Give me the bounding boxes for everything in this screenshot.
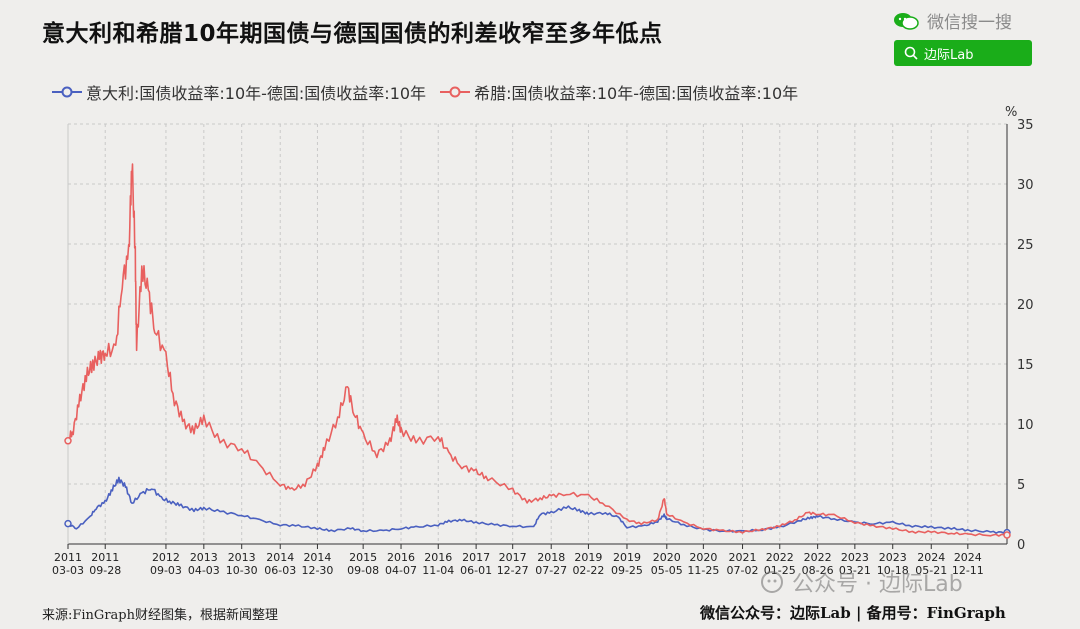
- series-marker: [1003, 531, 1011, 539]
- y-tick-label: 5: [1017, 478, 1025, 493]
- search-label: 边际Lab: [924, 47, 974, 63]
- x-tick-date: 11-04: [422, 564, 454, 577]
- x-tick-year: 2018: [537, 551, 565, 564]
- x-tick-year: 2011: [54, 551, 82, 564]
- wechat-search-label: 微信搜一搜: [893, 8, 1012, 33]
- x-tick-year: 2021: [729, 551, 757, 564]
- x-tick-year: 2017: [499, 551, 527, 564]
- x-tick-date: 02-22: [572, 564, 604, 577]
- x-tick-date: 03-21: [839, 564, 871, 577]
- search-icon: [904, 46, 918, 60]
- x-tick-year: 2023: [841, 551, 869, 564]
- legend-label-italy: 意大利:国债收益率:10年-德国:国债收益率:10年: [86, 84, 427, 103]
- watermark-text: 公众号 · 边际Lab: [792, 572, 963, 597]
- y-tick-label: 15: [1017, 358, 1034, 373]
- x-tick-date: 10-18: [877, 564, 909, 577]
- x-tick-year: 2014: [266, 551, 294, 564]
- wechat-icon: [894, 12, 919, 30]
- x-tick-year: 2019: [574, 551, 602, 564]
- x-tick-year: 2011: [91, 551, 119, 564]
- series-line-italy: [67, 476, 1008, 535]
- x-tick-date: 05-21: [915, 564, 947, 577]
- x-tick-year: 2016: [424, 551, 452, 564]
- legend-swatch-italy: [52, 86, 82, 98]
- x-tick-date: 12-11: [952, 564, 984, 577]
- x-tick-date: 04-07: [385, 564, 417, 577]
- wechat-official-icon: [761, 571, 783, 593]
- x-tick-year: 2020: [689, 551, 717, 564]
- x-tick-date: 04-03: [188, 564, 220, 577]
- series-line-greece: [67, 163, 1008, 537]
- x-tick-date: 05-05: [651, 564, 683, 577]
- x-tick-year: 2022: [804, 551, 832, 564]
- x-tick-date: 09-03: [150, 564, 182, 577]
- x-tick-date: 12-27: [497, 564, 529, 577]
- source-note: 来源:FinGraph财经图集，根据新闻整理: [42, 608, 278, 623]
- y-tick-label: 30: [1017, 178, 1034, 193]
- y-tick-label: 20: [1017, 298, 1034, 313]
- legend-item-italy: 意大利:国债收益率:10年-德国:国债收益率:10年: [52, 80, 426, 104]
- x-tick-year: 2020: [653, 551, 681, 564]
- series-marker: [64, 519, 72, 528]
- search-button[interactable]: 边际Lab: [894, 40, 1032, 66]
- y-tick-label: 0: [1017, 538, 1025, 553]
- x-tick-year: 2016: [387, 551, 415, 564]
- x-tick-date: 06-03: [264, 564, 296, 577]
- wechat-search-text: 微信搜一搜: [927, 13, 1012, 33]
- x-tick-date: 09-08: [347, 564, 379, 577]
- y-axis-unit: %: [1005, 105, 1017, 120]
- x-tick-date: 01-25: [764, 564, 796, 577]
- x-tick-date: 08-26: [802, 564, 834, 577]
- x-tick-year: 2014: [303, 551, 331, 564]
- x-tick-year: 2017: [462, 551, 490, 564]
- x-tick-year: 2024: [917, 551, 945, 564]
- x-tick-year: 2019: [613, 551, 641, 564]
- x-tick-date: 09-25: [611, 564, 643, 577]
- x-tick-year: 2022: [766, 551, 794, 564]
- x-tick-year: 2013: [190, 551, 218, 564]
- x-tick-date: 09-28: [89, 564, 121, 577]
- y-tick-label: 25: [1017, 238, 1034, 253]
- footer-account: 微信公众号：边际Lab | 备用号：FinGraph: [700, 604, 1006, 622]
- x-tick-date: 06-01: [460, 564, 492, 577]
- x-tick-year: 2013: [228, 551, 256, 564]
- x-tick-date: 07-02: [727, 564, 759, 577]
- legend-swatch-greece: [440, 86, 471, 98]
- x-tick-date: 11-25: [687, 564, 719, 577]
- chart-legend: 意大利:国债收益率:10年-德国:国债收益率:10年 希腊:国债收益率:10年-…: [52, 80, 798, 104]
- legend-label-greece: 希腊:国债收益率:10年-德国:国债收益率:10年: [474, 84, 799, 103]
- x-tick-date: 03-03: [52, 564, 84, 577]
- y-tick-label: 35: [1017, 118, 1034, 133]
- page-title: 意大利和希腊10年期国债与德国国债的利差收窄至多年低点: [42, 21, 663, 47]
- series-marker: [64, 437, 72, 445]
- x-tick-date: 12-30: [301, 564, 333, 577]
- watermark: 公众号 · 边际Lab: [760, 566, 963, 598]
- x-tick-year: 2015: [349, 551, 377, 564]
- x-tick-date: 07-27: [535, 564, 567, 577]
- legend-item-greece: 希腊:国债收益率:10年-德国:国债收益率:10年: [440, 80, 798, 104]
- x-tick-year: 2012: [152, 551, 180, 564]
- x-tick-year: 2023: [879, 551, 907, 564]
- x-tick-year: 2024: [954, 551, 982, 564]
- y-tick-label: 10: [1017, 418, 1034, 433]
- x-tick-date: 10-30: [226, 564, 258, 577]
